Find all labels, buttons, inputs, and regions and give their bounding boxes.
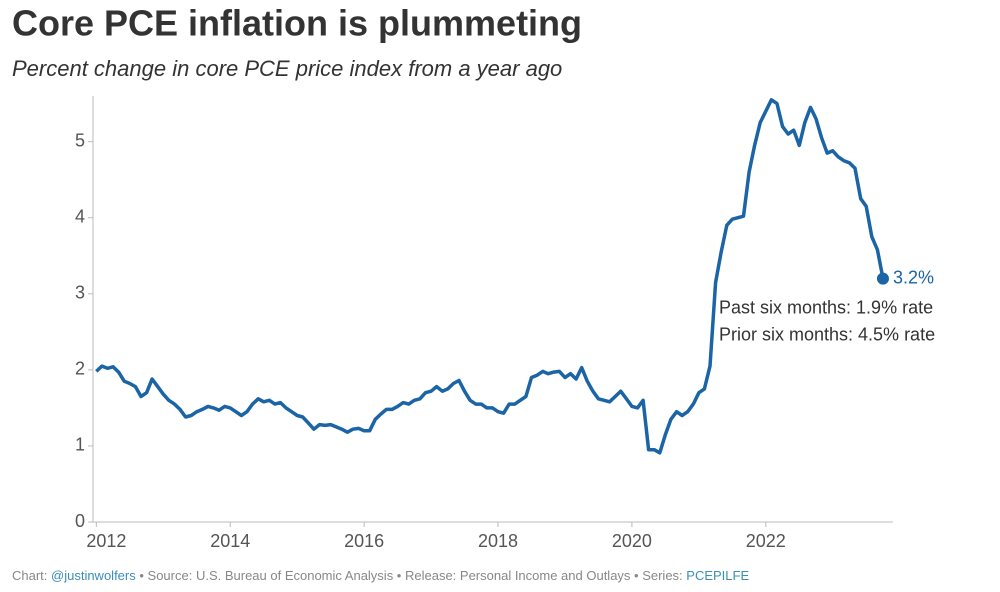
x-tick-label: 2014 xyxy=(210,531,250,551)
end-label: 3.2% xyxy=(893,267,934,287)
annotation: Past six months: 1.9% rate xyxy=(719,297,933,317)
chart-subtitle: Percent change in core PCE price index f… xyxy=(12,56,562,81)
y-tick-label: 5 xyxy=(75,130,85,150)
x-tick-label: 2016 xyxy=(344,531,384,551)
chart-title: Core PCE inflation is plummeting xyxy=(12,3,582,44)
footer-part: Chart: xyxy=(12,568,51,583)
y-tick-label: 3 xyxy=(75,283,85,303)
x-tick-label: 2022 xyxy=(746,531,786,551)
x-tick-label: 2018 xyxy=(478,531,518,551)
x-tick-label: 2020 xyxy=(612,531,652,551)
annotation: Prior six months: 4.5% rate xyxy=(719,324,935,344)
y-tick-label: 4 xyxy=(75,206,85,226)
footer-link: PCEPILFE xyxy=(686,568,749,583)
footer: Chart: @justinwolfers • Source: U.S. Bur… xyxy=(12,568,749,583)
end-point xyxy=(876,272,889,285)
y-tick-label: 0 xyxy=(75,511,85,531)
x-tick-label: 2012 xyxy=(86,531,126,551)
footer-part: • Source: U.S. Bureau of Economic Analys… xyxy=(136,568,687,583)
footer-link: @justinwolfers xyxy=(51,568,136,583)
data-line xyxy=(95,98,885,455)
y-tick-label: 1 xyxy=(75,435,85,455)
y-tick-label: 2 xyxy=(75,359,85,379)
